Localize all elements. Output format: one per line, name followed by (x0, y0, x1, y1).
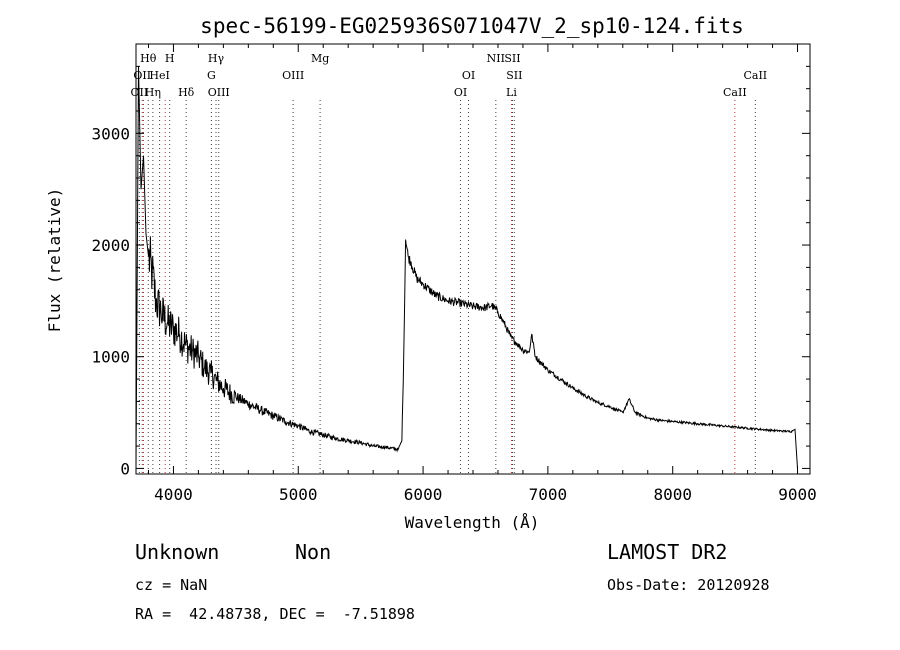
spectral-line-label: OI (462, 69, 475, 82)
spectral-line-label: Li (506, 86, 517, 99)
y-tick-label: 2000 (91, 236, 130, 255)
spectral-line-label: G (207, 69, 216, 82)
x-tick-label: 4000 (154, 485, 193, 504)
y-tick-label: 1000 (91, 348, 130, 367)
spectral-line-label: HeI (149, 69, 169, 82)
x-tick-label: 8000 (653, 485, 692, 504)
spectral-line-label: Mg (311, 52, 329, 65)
y-axis-ticks: 0 1000 2000 3000 (91, 65, 810, 478)
obs-date-text: Obs-Date: 20120928 (607, 576, 770, 594)
spectral-line-label: CaII (743, 69, 767, 82)
spectral-line-label: OI (454, 86, 467, 99)
spectral-line-label: NII (487, 52, 505, 65)
x-tick-label: 7000 (529, 485, 568, 504)
x-tick-label: 5000 (279, 485, 318, 504)
class-label: Unknown (135, 540, 220, 564)
spectrum-series-line (135, 66, 798, 469)
spectral-line-label: SII (504, 52, 520, 65)
y-tick-label: 0 (120, 459, 130, 478)
y-axis-label: Flux (relative) (45, 188, 64, 333)
y-tick-label: 3000 (91, 124, 130, 143)
x-tick-label: 9000 (778, 485, 817, 504)
spectral-line-label: Hη (145, 86, 161, 99)
spectral-line-label: SII (506, 69, 522, 82)
coords-text: RA = 42.48738, DEC = -7.51898 (135, 605, 415, 623)
x-axis-label: Wavelength (Å) (405, 513, 540, 532)
spectral-line-label: Hδ (178, 86, 195, 99)
cz-text: cz = NaN (135, 576, 208, 594)
chart-title: spec-56199-EG025936S071047V_2_sp10-124.f… (200, 14, 744, 38)
spectral-line-label: OIII (208, 86, 230, 99)
spectral-line-label: OIII (282, 69, 304, 82)
survey-label: LAMOST DR2 (607, 540, 728, 564)
spectral-line-label: Hθ (140, 52, 157, 65)
x-axis-ticks: 4000 5000 6000 7000 8000 9000 (147, 44, 817, 504)
plot-frame (135, 43, 811, 475)
subclass-label: Non (295, 540, 332, 564)
spectral-line-label: H (165, 52, 175, 65)
x-tick-label: 6000 (404, 485, 443, 504)
spectral-line-label: Hγ (208, 52, 225, 65)
spectral-line-label: CaII (723, 86, 747, 99)
spectral-line-label: OII (133, 69, 151, 82)
